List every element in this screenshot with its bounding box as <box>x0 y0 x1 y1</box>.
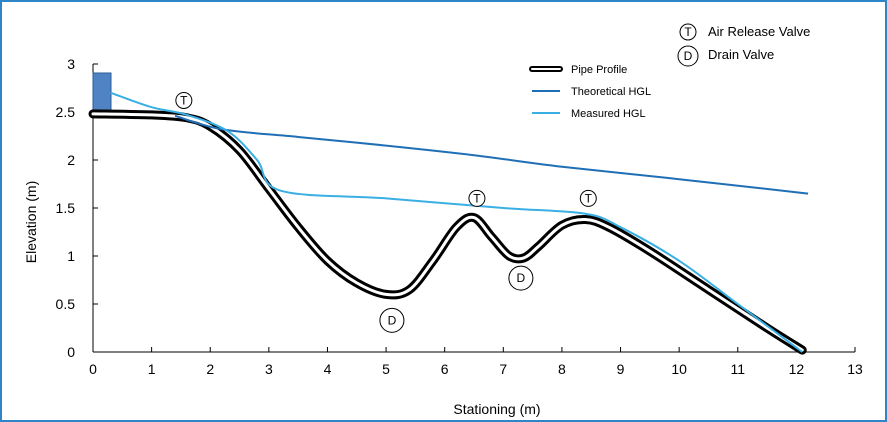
y-tick-label: 3 <box>67 56 75 72</box>
x-tick-label: 11 <box>730 361 745 377</box>
symbol-key: T Air Release Valve D Drain Valve <box>677 23 810 67</box>
x-axis-label: Stationing (m) <box>453 401 540 417</box>
annotations: T T T D D <box>175 91 597 333</box>
air-release-valve-marker <box>468 189 486 207</box>
key-drain-valve-symbol: D <box>684 49 693 63</box>
x-tick-label: 7 <box>499 361 507 377</box>
valve-symbol-label: D <box>388 313 397 327</box>
legend-label-theoretical-hgl: Theoretical HGL <box>571 86 651 98</box>
valve-symbol-label: T <box>180 93 188 107</box>
legend-label-pipe-profile: Pipe Profile <box>571 64 627 76</box>
drain-valve-marker <box>379 307 405 333</box>
y-tick-label: 0.5 <box>56 296 76 312</box>
x-tick-label: 9 <box>617 361 625 377</box>
key-air-release-symbol: T <box>684 25 692 39</box>
valve-symbol-label: T <box>585 191 593 205</box>
y-tick-label: 1 <box>67 248 75 264</box>
x-tick-label: 2 <box>206 361 214 377</box>
x-tick-label: 3 <box>265 361 273 377</box>
legend-label-measured-hgl: Measured HGL <box>571 108 646 120</box>
x-tick-label: 13 <box>847 361 863 377</box>
x-tick-label: 0 <box>89 361 97 377</box>
drain-valve-marker <box>508 265 534 291</box>
x-tick-label: 12 <box>789 361 805 377</box>
valve-symbol-label: D <box>517 271 526 285</box>
key-air-release-icon <box>679 23 697 41</box>
key-drain-valve-label: Drain Valve <box>708 47 774 62</box>
y-tick-label: 2 <box>67 152 75 168</box>
pipe-profile-inner-line <box>91 112 804 352</box>
pipe-profile-outer-line <box>88 109 807 355</box>
x-tick-label: 4 <box>324 361 332 377</box>
x-tick-label: 8 <box>558 361 566 377</box>
theoretical-hgl-line <box>174 114 809 195</box>
key-air-release-label: Air Release Valve <box>708 24 810 39</box>
valve-symbol-label: T <box>473 191 481 205</box>
y-tick-label: 2.5 <box>56 104 76 120</box>
series-layer <box>88 91 809 355</box>
y-axis-label: Elevation (m) <box>23 181 39 263</box>
y-tick-label: 0 <box>67 344 75 360</box>
x-tick-label: 1 <box>148 361 156 377</box>
measured-hgl-line <box>110 91 803 353</box>
x-ticks: 0 1 2 3 4 5 6 7 8 9 10 11 12 13 <box>89 347 863 377</box>
x-tick-label: 10 <box>671 361 687 377</box>
y-tick-label: 1.5 <box>56 200 76 216</box>
x-tick-label: 6 <box>441 361 449 377</box>
y-ticks: 0 0.5 1 1.5 2 2.5 3 <box>56 56 98 360</box>
x-tick-label: 5 <box>382 361 390 377</box>
air-release-valve-marker <box>175 91 193 109</box>
key-drain-valve-icon <box>677 45 699 67</box>
air-release-valve-marker <box>579 189 597 207</box>
legend: Pipe Profile Theoretical HGL Measured HG… <box>529 64 651 120</box>
